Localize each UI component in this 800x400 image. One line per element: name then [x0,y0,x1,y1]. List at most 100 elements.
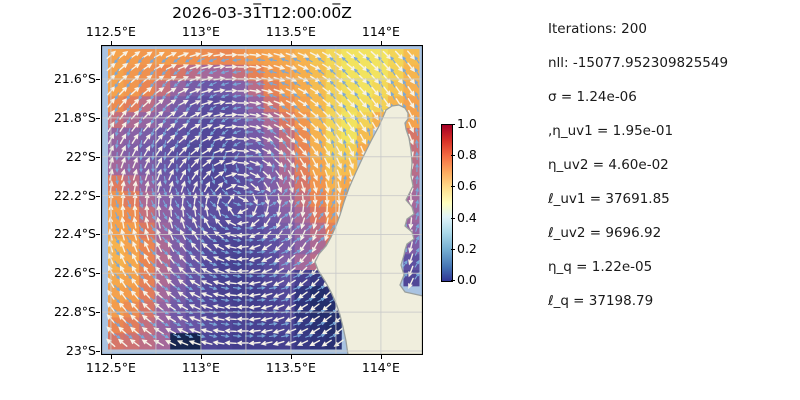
quiver-arrow [173,81,181,88]
quiver-arrow [297,279,308,288]
quiver-arrow [323,134,331,145]
quiver-arrow [299,146,308,157]
quiver-arrow [256,58,266,62]
quiver-arrow [353,56,361,64]
quiver-arrow [331,175,335,184]
quiver-arrow [353,68,360,76]
quiver-arrow [209,117,217,123]
quiver-arrow [129,339,140,347]
tick-mark [380,41,382,45]
quiver-arrow [233,214,242,218]
quiver-arrow [173,69,181,75]
quiver-arrow [408,241,413,254]
heatmap-cell [170,96,187,113]
heatmap-cell [325,96,342,113]
quiver-arrow [235,164,239,173]
quiver-arrow [309,315,320,323]
quiver-arrow [119,133,127,145]
quiver-arrow [273,100,286,106]
quiver-arrow [306,127,312,136]
quiver-arrow [408,217,414,230]
quiver-arrow [318,212,324,220]
quiver-arrow [414,67,420,76]
quiver-arrow [163,140,167,149]
quiver-arrow [244,262,254,266]
quiver-arrow [261,243,272,251]
quiver-arrow [211,152,215,161]
quiver-arrow [150,212,156,221]
colorbar-tick-mark [451,280,455,281]
quiver-arrow [173,57,181,63]
quiver-arrow [269,213,278,218]
heatmap-cell [170,254,187,271]
heatmap-cell [123,301,140,318]
quiver-arrow [200,316,213,322]
quiver-arrow [324,157,330,169]
quiver-arrow [132,180,138,193]
quiver-arrow [173,261,181,267]
quiver-arrow [204,204,209,217]
heatmap-cell [310,143,327,161]
quiver-arrow [248,328,261,334]
quiver-arrow [115,175,119,185]
quiver-arrow [138,248,144,256]
quiver-arrow [263,182,271,193]
stat-line-2: σ = 1.24e-06 [548,89,637,105]
heatmap-cell [247,301,264,318]
quiver-arrow [271,163,275,173]
quiver-arrow [336,169,342,182]
quiver-arrow [283,175,288,184]
quiver-arrow [256,70,266,74]
quiver-arrow [166,87,177,95]
quiver-arrow [178,111,189,119]
quiver-arrow [163,176,167,185]
quiver-arrow [151,175,155,185]
quiver-arrow [281,322,290,326]
quiver-arrow [177,64,190,70]
quiver-arrow [366,68,372,76]
quiver-arrow [115,151,119,161]
quiver-arrow [209,213,217,219]
quiver-arrow [280,58,289,62]
tick-label: 22.2°S [53,187,96,203]
quiver-arrow [341,68,348,76]
quiver-arrow [343,187,347,196]
quiver-arrow [132,204,138,217]
quiver-arrow [154,122,164,132]
quiver-arrow [312,169,318,182]
quiver-arrow [336,157,342,170]
quiver-arrow [402,67,408,76]
quiver-arrow [189,52,202,58]
quiver-arrow [281,274,290,278]
quiver-arrow [300,205,306,218]
quiver-arrow [249,112,262,118]
quiver-arrow [120,253,126,265]
quiver-arrow [342,103,348,112]
quiver-arrow [276,205,282,218]
quiver-arrow [317,285,326,291]
quiver-arrow [261,53,274,58]
quiver-arrow [178,254,188,264]
quiver-arrow [414,247,420,256]
quiver-arrow [220,94,229,99]
quiver-arrow [190,158,200,168]
quiver-arrow [177,279,188,287]
quiver-arrow [179,157,187,168]
quiver-arrow [177,99,189,107]
quiver-arrow [162,200,168,209]
quiver-arrow [262,171,272,180]
heatmap-cell [201,238,218,255]
tick-label: 22.8°S [53,304,96,320]
heatmap-cell [123,127,140,145]
quiver-arrow [280,105,289,111]
quiver-arrow [220,58,229,62]
quiver-arrow [343,151,347,161]
quiver-arrow [224,304,237,310]
quiver-arrow [330,104,336,112]
heatmap-cell [279,191,296,208]
quiver-arrow [141,314,152,323]
quiver-arrow [225,184,237,190]
heatmap-cell [310,127,327,145]
quiver-arrow [297,340,309,346]
quiver-arrow [155,145,163,156]
